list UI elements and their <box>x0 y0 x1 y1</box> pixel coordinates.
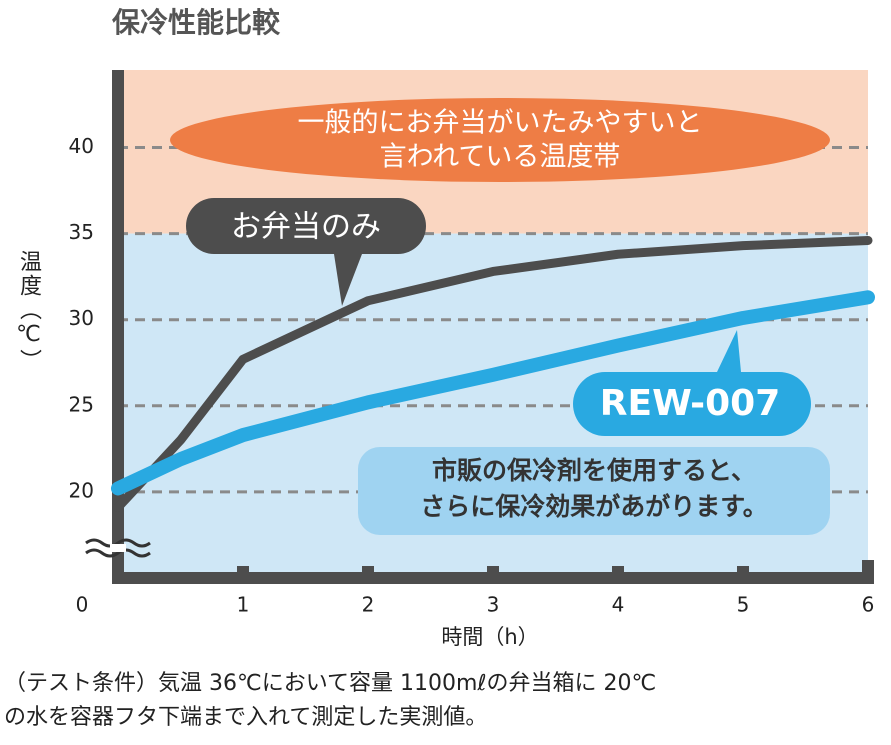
x-tick-label: 5 <box>737 593 750 617</box>
series-label: REW-007 <box>600 383 781 424</box>
x-tick-label: 4 <box>612 593 625 617</box>
y-tick-label: 25 <box>69 392 94 416</box>
danger-text: 一般的にお弁当がいたみやすいと <box>298 108 703 139</box>
x-tick-label: 3 <box>487 593 500 617</box>
series-line <box>111 290 875 496</box>
footnote: の水を容器フタ下端まで入れて測定した実測値。 <box>4 705 487 730</box>
note-text: さらに保冷効果があがります。 <box>420 492 768 521</box>
danger-text: 言われている温度帯 <box>380 142 621 173</box>
footnote: （テスト条件）気温 36℃において容量 1100mℓの弁当箱に 20℃ <box>4 671 656 696</box>
danger-callout <box>170 98 830 182</box>
callout-gray <box>186 198 426 306</box>
series-label: お弁当のみ <box>231 210 381 245</box>
axis-break-gap <box>110 544 126 552</box>
x-axis <box>112 572 874 584</box>
x-tick <box>862 566 874 574</box>
x-tick <box>362 566 374 574</box>
axis-break <box>85 538 151 558</box>
note-box <box>358 447 830 535</box>
x-tick <box>237 566 249 574</box>
y-axis <box>112 70 124 584</box>
x-tick-label: 0 <box>76 593 89 617</box>
x-tick <box>612 566 624 574</box>
y-axis-title: 温度（℃） <box>16 250 42 373</box>
note-text: 市販の保冷剤を使用すると、 <box>432 456 756 485</box>
y-tick-label: 20 <box>69 478 94 502</box>
x-tick-label: 1 <box>237 593 250 617</box>
x-axis-title: 時間（h） <box>441 625 538 649</box>
chart-title: 保冷性能比較 <box>112 6 281 39</box>
series-line <box>113 235 873 512</box>
x-tick-label: 2 <box>362 593 375 617</box>
callout-blue <box>573 330 811 436</box>
y-tick-label: 30 <box>69 306 94 330</box>
x-tick-label: 6 <box>862 593 875 617</box>
x-tick <box>487 566 499 574</box>
x-tick <box>737 566 749 574</box>
y-tick-label: 35 <box>69 220 94 244</box>
y-tick-label: 40 <box>69 134 94 158</box>
